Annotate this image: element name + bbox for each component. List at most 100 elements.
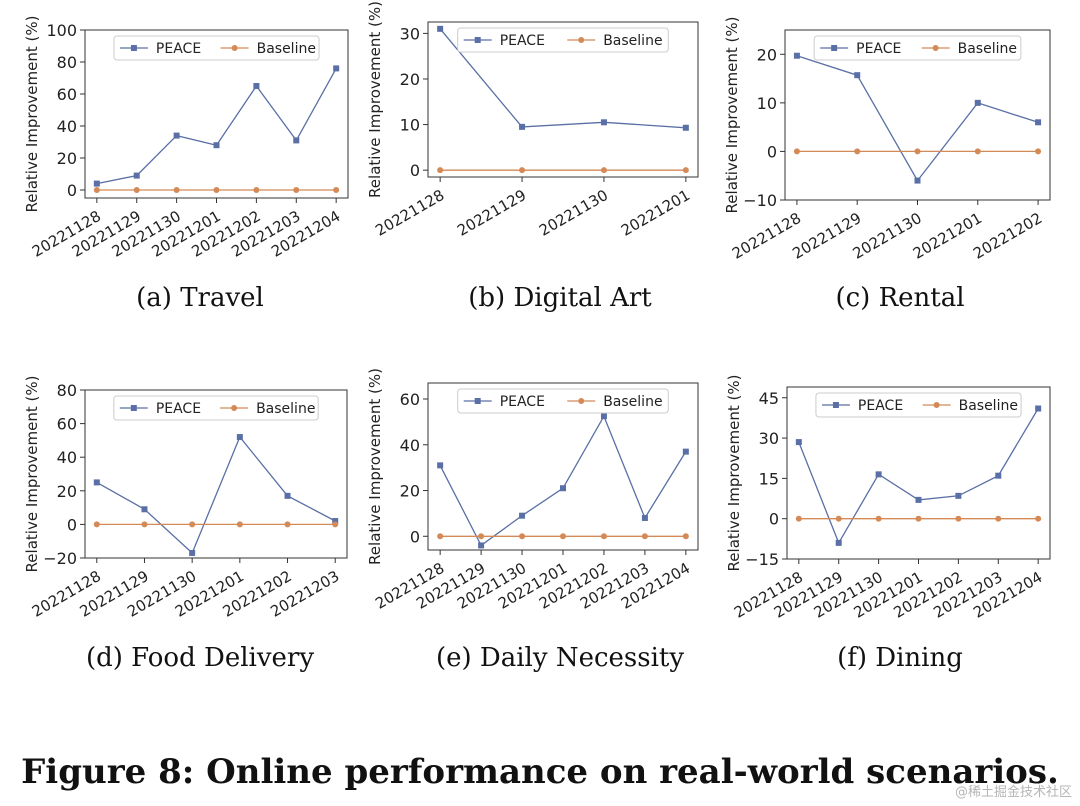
series-line-peace: [798, 408, 1039, 545]
data-point-baseline: [793, 148, 800, 155]
data-point-baseline: [955, 515, 962, 522]
watermark: @稀土掘金技术社区: [954, 785, 1072, 800]
y-tick-label: 10: [400, 116, 420, 135]
legend-marker-peace: [130, 405, 137, 411]
series-line-peace: [439, 28, 686, 129]
data-point-baseline: [478, 533, 485, 540]
data-point-peace: [600, 413, 607, 420]
legend-label-baseline: Baseline: [256, 401, 315, 417]
data-point-peace: [795, 439, 802, 446]
legend-box: [815, 392, 1022, 418]
subfigure-caption: (a) Travel: [136, 283, 264, 313]
data-point-peace: [141, 506, 148, 513]
data-point-baseline: [93, 187, 100, 193]
data-point-baseline: [332, 521, 339, 528]
y-tick-label: −20: [43, 549, 77, 568]
data-point-peace: [974, 99, 981, 106]
data-point-peace: [253, 83, 260, 89]
legend: PEACE Baseline: [113, 395, 319, 421]
data-point-baseline: [682, 167, 689, 174]
y-tick-label: 80: [57, 53, 77, 72]
legend-label-peace: PEACE: [856, 41, 901, 57]
data-point-peace: [213, 142, 220, 149]
y-tick-label: 30: [759, 429, 779, 448]
series-line-peace: [96, 435, 336, 555]
data-point-peace: [835, 539, 842, 546]
legend-label-baseline: Baseline: [958, 41, 1017, 57]
data-point-peace: [875, 471, 882, 478]
data-point-peace: [93, 180, 100, 187]
data-point-baseline: [173, 187, 180, 193]
y-tick-label: −15: [745, 550, 779, 569]
legend-marker-peace: [831, 45, 838, 51]
data-point-baseline: [915, 515, 922, 522]
y-tick-label: 40: [57, 117, 77, 136]
data-point-baseline: [253, 187, 260, 193]
legend-box: [457, 388, 669, 414]
data-point-baseline: [519, 167, 526, 174]
data-point-baseline: [1035, 515, 1042, 522]
legend: PEACE Baseline: [113, 35, 320, 61]
data-point-peace: [995, 472, 1002, 479]
y-axis-label: Relative Improvement (%): [725, 375, 743, 572]
legend-marker-baseline: [578, 398, 585, 404]
legend-box: [457, 27, 669, 53]
legend-marker-baseline: [231, 405, 238, 411]
legend-box: [113, 395, 319, 421]
legend-marker-peace: [474, 37, 481, 43]
legend-label-baseline: Baseline: [603, 33, 662, 49]
legend: PEACE Baseline: [457, 388, 669, 414]
data-point-baseline: [560, 533, 566, 540]
data-point-peace: [236, 434, 243, 441]
data-point-peace: [437, 25, 444, 32]
data-point-baseline: [854, 148, 861, 155]
data-point-baseline: [189, 521, 196, 528]
data-point-baseline: [133, 187, 140, 193]
legend-marker-peace: [832, 402, 839, 408]
data-point-baseline: [1035, 148, 1042, 155]
data-point-baseline: [333, 187, 340, 193]
data-point-peace: [189, 549, 196, 556]
legend: PEACE Baseline: [813, 35, 1022, 61]
data-point-peace: [173, 132, 180, 139]
legend-label-peace: PEACE: [500, 394, 545, 410]
data-point-baseline: [519, 533, 526, 540]
legend-marker-baseline: [578, 37, 585, 43]
y-tick-label: 0: [67, 181, 77, 200]
y-tick-label: 60: [57, 85, 77, 104]
data-point-peace: [333, 65, 340, 72]
y-axis-label: Relative Improvement (%): [366, 368, 384, 565]
data-point-peace: [332, 518, 339, 525]
data-point-baseline: [600, 167, 607, 174]
y-tick-label: 0: [410, 527, 420, 546]
data-point-baseline: [641, 533, 648, 540]
y-axis-label: Relative Improvement (%): [23, 16, 41, 213]
data-point-peace: [519, 512, 526, 519]
data-point-baseline: [293, 187, 300, 193]
y-tick-label: 0: [410, 161, 420, 180]
data-point-peace: [682, 448, 689, 455]
legend-marker-baseline: [932, 45, 939, 51]
legend-marker-peace: [474, 398, 481, 404]
y-tick-label: 30: [400, 24, 420, 43]
data-point-peace: [682, 124, 689, 131]
legend-box: [813, 35, 1022, 61]
plot-frame: [84, 389, 348, 559]
subfigure-caption: (f) Dining: [837, 643, 963, 673]
legend-label-peace: PEACE: [500, 33, 545, 49]
data-point-baseline: [437, 167, 444, 174]
data-point-baseline: [236, 521, 243, 528]
y-tick-label: 60: [57, 415, 77, 434]
y-tick-label: 100: [46, 21, 77, 40]
data-point-peace: [600, 119, 607, 126]
data-point-baseline: [284, 521, 291, 528]
y-tick-label: −10: [743, 191, 777, 210]
data-point-baseline: [914, 148, 921, 155]
data-point-peace: [293, 137, 300, 144]
data-point-baseline: [437, 533, 444, 540]
legend-marker-baseline: [231, 45, 238, 51]
data-point-baseline: [93, 521, 100, 528]
